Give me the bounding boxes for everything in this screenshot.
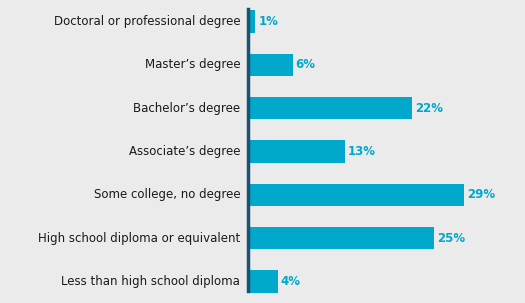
- Bar: [248, 140, 345, 163]
- Bar: [248, 227, 434, 249]
- Text: 4%: 4%: [280, 275, 301, 288]
- Text: Associate’s degree: Associate’s degree: [129, 145, 240, 158]
- Bar: [248, 10, 255, 33]
- Bar: [248, 97, 412, 119]
- Text: High school diploma or equivalent: High school diploma or equivalent: [38, 231, 240, 245]
- Text: 6%: 6%: [296, 58, 316, 72]
- Text: Bachelor’s degree: Bachelor’s degree: [133, 102, 240, 115]
- Text: 13%: 13%: [348, 145, 376, 158]
- Text: Some college, no degree: Some college, no degree: [94, 188, 240, 201]
- Bar: [248, 270, 278, 293]
- Bar: [248, 184, 464, 206]
- Text: 25%: 25%: [437, 231, 465, 245]
- Text: 1%: 1%: [258, 15, 278, 28]
- Text: 29%: 29%: [467, 188, 495, 201]
- Text: 22%: 22%: [415, 102, 443, 115]
- Text: Master’s degree: Master’s degree: [145, 58, 240, 72]
- Text: Less than high school diploma: Less than high school diploma: [61, 275, 240, 288]
- Text: Doctoral or professional degree: Doctoral or professional degree: [54, 15, 240, 28]
- Bar: [248, 54, 292, 76]
